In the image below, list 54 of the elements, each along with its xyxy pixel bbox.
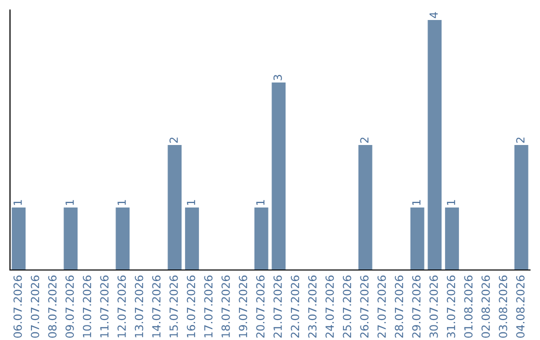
x-tick-label: 23.07.2026 bbox=[308, 276, 317, 338]
x-tick-label: 29.07.2026 bbox=[412, 276, 421, 338]
data-label: 2 bbox=[360, 138, 368, 143]
bar bbox=[168, 145, 182, 270]
x-tick-label: 16.07.2026 bbox=[186, 276, 196, 338]
bar bbox=[428, 20, 442, 270]
bar bbox=[514, 145, 528, 270]
x-tick-label: 27.07.2026 bbox=[377, 276, 386, 338]
x-tick-label: 07.07.2026 bbox=[30, 276, 40, 338]
x-tick-label: 06.07.2026 bbox=[13, 276, 22, 338]
x-tick-label: 25.07.2026 bbox=[342, 276, 352, 338]
data-label: 1 bbox=[186, 200, 196, 205]
x-tick-label: 01.08.2026 bbox=[464, 276, 473, 338]
bar bbox=[64, 208, 78, 270]
bar bbox=[272, 82, 286, 270]
x-tick-label: 30.07.2026 bbox=[429, 276, 438, 338]
bar bbox=[12, 208, 26, 270]
x-tick-label: 08.07.2026 bbox=[48, 276, 57, 338]
x-tick-label: 11.07.2026 bbox=[100, 276, 109, 338]
x-tick-label: 31.07.2026 bbox=[446, 276, 456, 338]
x-tick-label: 10.07.2026 bbox=[82, 276, 92, 338]
bar bbox=[410, 208, 424, 270]
bar bbox=[116, 208, 130, 270]
x-tick-label: 15.07.2026 bbox=[169, 276, 178, 338]
x-tick-label: 14.07.2026 bbox=[152, 276, 161, 338]
data-label: 4 bbox=[430, 12, 438, 18]
bar bbox=[445, 208, 459, 270]
x-tick-label: 21.07.2026 bbox=[273, 276, 282, 338]
x-tick-label: 04.08.2026 bbox=[516, 276, 525, 338]
x-tick-label: 20.07.2026 bbox=[256, 276, 265, 338]
x-tick-label: 19.07.2026 bbox=[238, 276, 248, 338]
data-label: 1 bbox=[66, 200, 74, 205]
x-tick-label: 18.07.2026 bbox=[221, 276, 230, 338]
x-tick-label: 24.07.2026 bbox=[325, 276, 334, 338]
data-label: 3 bbox=[273, 74, 282, 80]
x-tick-label: 12.07.2026 bbox=[117, 276, 126, 338]
x-tick-label: 02.08.2026 bbox=[481, 276, 490, 338]
x-tick-label: 22.07.2026 bbox=[290, 276, 300, 338]
x-tick-label: 26.07.2026 bbox=[360, 276, 369, 338]
bar bbox=[358, 145, 372, 270]
x-tick-label: 17.07.2026 bbox=[204, 276, 213, 338]
data-label: 2 bbox=[516, 138, 524, 143]
data-label: 2 bbox=[169, 138, 178, 143]
x-tick-label: 13.07.2026 bbox=[134, 276, 144, 338]
x-tick-label: 28.07.2026 bbox=[394, 276, 404, 338]
data-label: 1 bbox=[446, 200, 456, 205]
data-label: 1 bbox=[14, 200, 22, 205]
data-label: 1 bbox=[118, 200, 126, 205]
x-tick-label: 03.08.2026 bbox=[498, 276, 508, 338]
x-tick-label: 09.07.2026 bbox=[65, 276, 74, 338]
bar bbox=[185, 208, 199, 270]
bar bbox=[254, 208, 268, 270]
data-label: 1 bbox=[256, 200, 264, 205]
data-label: 1 bbox=[412, 200, 420, 205]
